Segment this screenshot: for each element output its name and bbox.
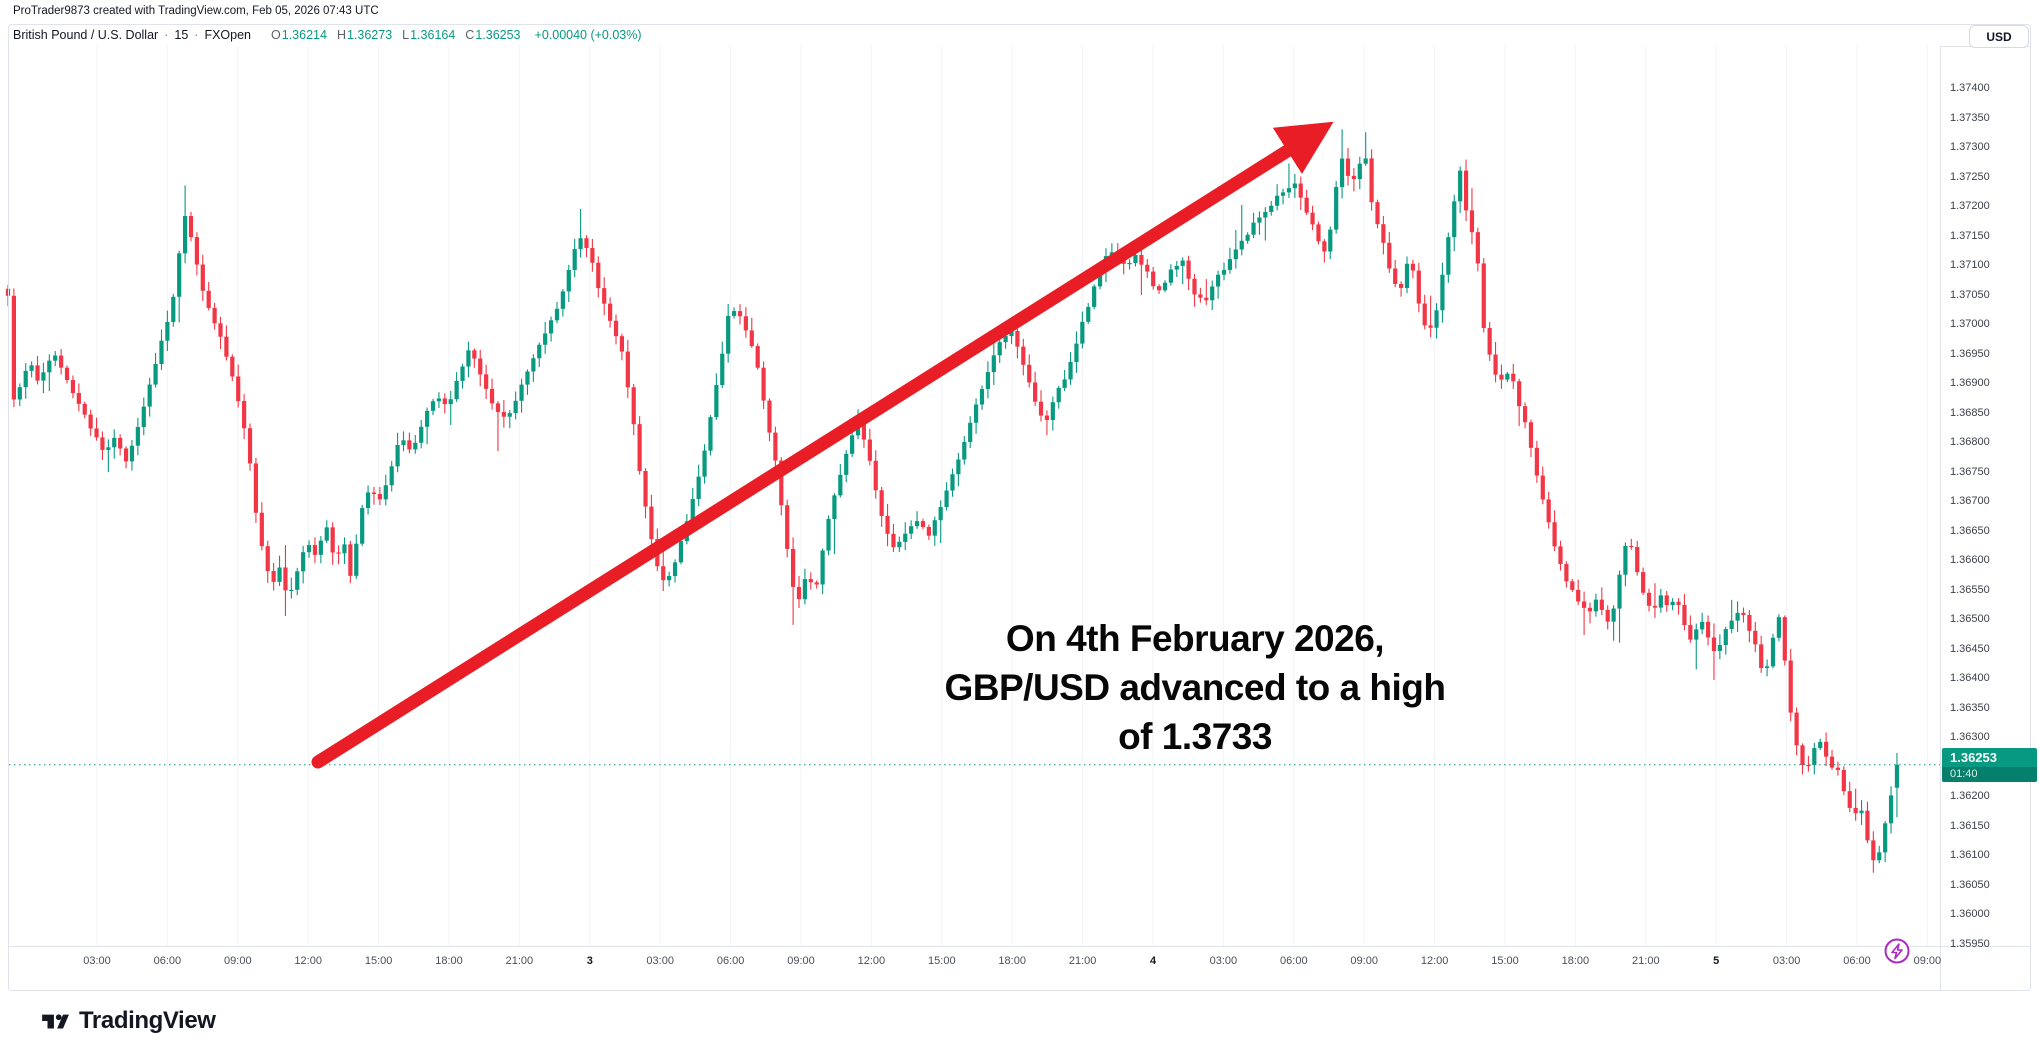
price-axis-label: 1.36400 bbox=[1950, 672, 1990, 684]
time-axis-label: 06:00 bbox=[153, 955, 182, 967]
time-axis-label: 12:00 bbox=[857, 955, 886, 967]
time-axis-label: 21:00 bbox=[1068, 955, 1097, 967]
price-axis-label: 1.36200 bbox=[1950, 790, 1990, 802]
time-axis-label: 15:00 bbox=[928, 955, 956, 967]
time-axis-label: 06:00 bbox=[1843, 955, 1871, 967]
close-value: 1.36253 bbox=[475, 28, 521, 42]
time-axis-label: 15:00 bbox=[1491, 955, 1519, 967]
price-axis-label: 1.37000 bbox=[1950, 318, 1990, 330]
symbol-bar[interactable]: British Pound / U.S. Dollar · 15 · FXOpe… bbox=[13, 28, 642, 42]
high-value: 1.36273 bbox=[346, 28, 393, 42]
open-label: O bbox=[271, 28, 281, 42]
last-price-label: 1.36253 01:40 bbox=[1942, 747, 2037, 782]
low-value: 1.36164 bbox=[410, 28, 456, 42]
price-axis-label: 1.37400 bbox=[1950, 82, 1990, 94]
price-axis-label: 1.36800 bbox=[1950, 436, 1990, 448]
time-axis-label: 03:00 bbox=[83, 955, 111, 967]
time-axis-label: 18:00 bbox=[435, 955, 463, 967]
separator-dot: · bbox=[164, 28, 169, 42]
annotation-text: On 4th February 2026, GBP/USD advanced t… bbox=[940, 614, 1450, 761]
time-axis-label: 15:00 bbox=[364, 955, 393, 967]
price-axis-label: 1.37100 bbox=[1950, 259, 1990, 271]
time-axis-day-label: 4 bbox=[1149, 955, 1157, 967]
time-axis-label: 06:00 bbox=[1280, 955, 1308, 967]
annotation-line-2: GBP/USD advanced to a high bbox=[944, 667, 1446, 708]
low-label: L bbox=[402, 28, 410, 42]
price-axis-label: 1.36600 bbox=[1950, 554, 1990, 566]
price-axis-label: 1.37300 bbox=[1950, 141, 1990, 153]
last-price-value: 1.36253 bbox=[1950, 749, 1997, 765]
price-axis-label: 1.36650 bbox=[1950, 524, 1990, 537]
annotation-line-3: of 1.3733 bbox=[1118, 716, 1272, 757]
currency-unit-button[interactable]: USD bbox=[1969, 25, 2029, 48]
time-axis-label: 06:00 bbox=[716, 955, 745, 967]
price-axis-label: 1.36500 bbox=[1950, 613, 1990, 625]
price-axis-label: 1.36450 bbox=[1950, 642, 1990, 655]
price-axis-label: 1.37350 bbox=[1950, 111, 1990, 124]
time-axis-label: 03:00 bbox=[646, 955, 674, 967]
open-value: 1.36214 bbox=[281, 28, 327, 42]
axis-borders bbox=[8, 24, 2031, 991]
price-axis-label: 1.37200 bbox=[1950, 200, 1990, 212]
time-axis-label: 09:00 bbox=[1350, 955, 1378, 967]
credit-line: ProTrader9873 created with TradingView.c… bbox=[13, 5, 379, 17]
time-axis-label: 18:00 bbox=[998, 955, 1026, 967]
time-axis-label: 18:00 bbox=[1561, 955, 1590, 967]
price-axis-label: 1.36300 bbox=[1950, 731, 1990, 743]
price-axis-label: 1.36150 bbox=[1950, 819, 1990, 832]
price-axis-label: 1.36550 bbox=[1950, 583, 1990, 596]
trend-arrow bbox=[311, 121, 1334, 769]
time-axis-label: 12:00 bbox=[294, 955, 322, 967]
interval-value[interactable]: 15 bbox=[174, 28, 189, 42]
tradingview-logo-icon bbox=[42, 1014, 69, 1029]
time-axis-label: 12:00 bbox=[1420, 955, 1449, 967]
time-axis-day-label: 3 bbox=[586, 955, 593, 967]
grid-lines bbox=[96, 46, 1928, 946]
price-axis-label: 1.36750 bbox=[1950, 465, 1990, 478]
time-axis-label: 03:00 bbox=[1209, 955, 1238, 967]
price-axis-label: 1.37150 bbox=[1950, 229, 1990, 242]
change-value: +0.00040 (+0.03%) bbox=[534, 28, 642, 42]
time-axis-label: 21:00 bbox=[1632, 955, 1660, 967]
price-axis-label: 1.36050 bbox=[1950, 878, 1990, 891]
exchange-name[interactable]: FXOpen bbox=[204, 28, 252, 42]
time-axis-label: 03:00 bbox=[1772, 955, 1801, 967]
price-axis-label: 1.37250 bbox=[1950, 170, 1990, 183]
symbol-name[interactable]: British Pound / U.S. Dollar bbox=[13, 28, 159, 42]
flash-icon[interactable] bbox=[1884, 938, 1910, 964]
time-axis-label: 09:00 bbox=[224, 955, 252, 967]
price-axis-label: 1.36950 bbox=[1950, 347, 1990, 360]
price-axis-label: 1.36850 bbox=[1950, 406, 1990, 419]
time-axis-label: 09:00 bbox=[1913, 955, 1942, 967]
price-axis-label: 1.36350 bbox=[1950, 701, 1990, 714]
close-label: C bbox=[465, 28, 475, 42]
time-axis-label: 21:00 bbox=[505, 955, 534, 967]
ohlc-values: O 1.36214 H 1.36273 L 1.36164 C 1.36253 +0.0… bbox=[271, 28, 642, 42]
bar-countdown: 01:40 bbox=[1942, 766, 2037, 782]
price-axis-label: 1.35950 bbox=[1950, 937, 1990, 950]
time-axis-label: 09:00 bbox=[787, 955, 815, 967]
price-axis-label: 1.36100 bbox=[1950, 849, 1990, 861]
separator-dot: · bbox=[194, 28, 199, 42]
price-axis-label: 1.36900 bbox=[1950, 377, 1990, 389]
price-axis-label: 1.37050 bbox=[1950, 288, 1990, 301]
high-label: H bbox=[336, 28, 346, 42]
time-axis-day-label: 5 bbox=[1713, 955, 1720, 967]
price-axis-label: 1.36700 bbox=[1950, 495, 1990, 507]
candlestick-series bbox=[5, 129, 1900, 873]
annotation-line-1: On 4th February 2026, bbox=[1005, 618, 1385, 659]
tradingview-logo-text: TradingView bbox=[79, 1007, 216, 1034]
tradingview-logo[interactable]: TradingView bbox=[40, 1006, 216, 1036]
price-axis-label: 1.36000 bbox=[1950, 908, 1990, 920]
